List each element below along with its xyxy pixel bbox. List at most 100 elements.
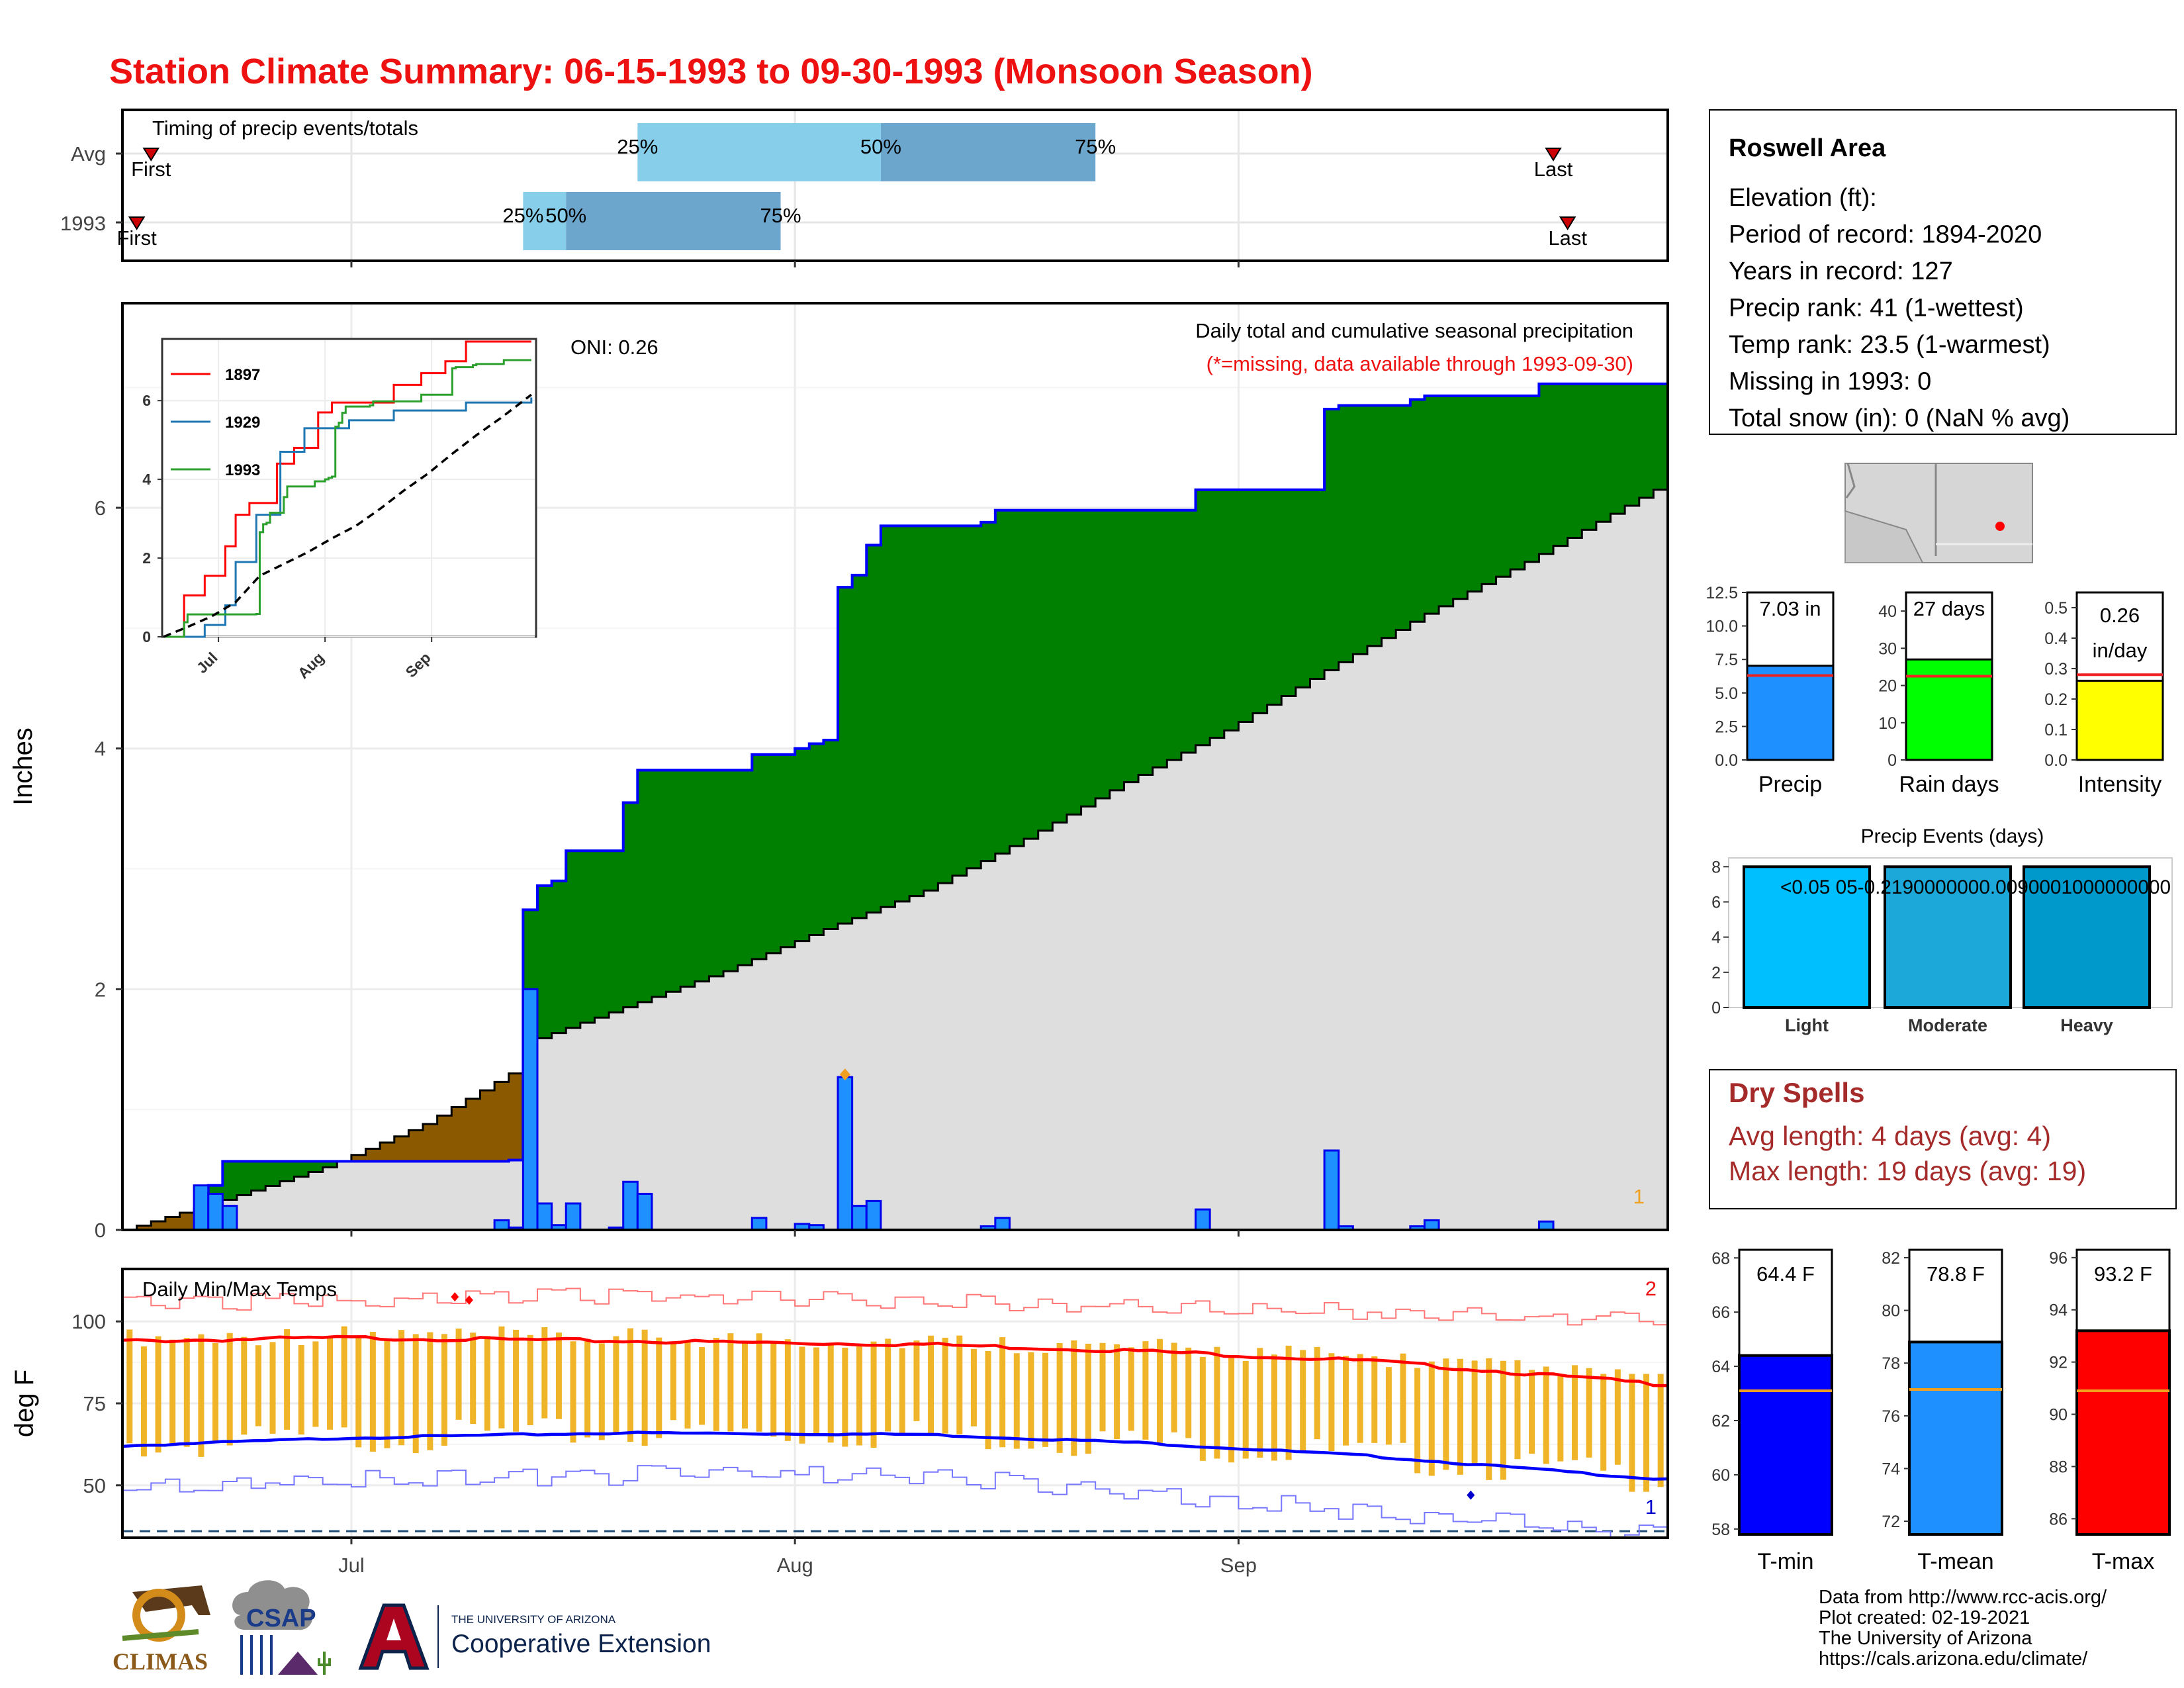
- surplus-area-segment: [1224, 489, 1239, 731]
- surplus-area-segment: [1396, 405, 1411, 630]
- record-low-marker: [1467, 1490, 1475, 1500]
- normal-area-segment: [1310, 679, 1325, 1230]
- inset-legend-label: 1929: [225, 414, 260, 432]
- daily-precip-bar: [522, 988, 539, 1231]
- deficit-area-segment: [508, 1073, 523, 1160]
- normal-area-segment: [981, 861, 996, 1230]
- temp-corner-bottom: 1: [1645, 1495, 1657, 1519]
- temp-summary-value-label: 93.2 F: [2094, 1262, 2152, 1286]
- surplus-area-segment: [1381, 405, 1396, 638]
- timing-q25-q50-bar: [523, 192, 567, 250]
- normal-area-segment: [265, 1186, 281, 1230]
- temp-summary-bar-t-mean: [1908, 1340, 2003, 1536]
- normal-area-segment: [852, 917, 867, 1230]
- daily-precip-bar: [1323, 1149, 1340, 1231]
- temp-summary-category-label: T-mean: [1917, 1549, 1993, 1574]
- summary-bar-intensity: [2075, 679, 2164, 761]
- normal-area-segment: [408, 1161, 424, 1230]
- normal-area-segment: [423, 1161, 438, 1230]
- record-high-marker: [451, 1292, 459, 1302]
- normal-area-segment: [1195, 745, 1210, 1230]
- normal-area-segment: [1367, 645, 1383, 1230]
- temp-summary-y-tick-label: 74: [1882, 1460, 1900, 1478]
- surplus-area-segment: [1367, 405, 1383, 646]
- precip-y-tick-label: 2: [95, 978, 106, 1001]
- surplus-area-segment: [294, 1161, 309, 1177]
- normal-area-segment: [709, 976, 724, 1230]
- dry-spells-frame: [1709, 1069, 2177, 1209]
- inset-frame: [161, 338, 537, 638]
- summary-y-tick-label: 0.0: [2044, 751, 2068, 770]
- surplus-area-segment: [1181, 510, 1197, 753]
- surplus-area-segment: [265, 1161, 281, 1186]
- surplus-area-segment: [1653, 383, 1668, 490]
- precip-y-tick-label: 0: [95, 1219, 106, 1242]
- temp-summary-y-tick-label: 90: [2049, 1406, 2068, 1425]
- surplus-area-segment: [1024, 510, 1039, 839]
- surplus-area-segment: [1253, 489, 1268, 714]
- normal-area-segment: [1553, 545, 1569, 1230]
- normal-area-segment: [637, 1002, 653, 1230]
- normal-area-segment: [680, 986, 696, 1230]
- normal-area-segment: [909, 896, 925, 1230]
- surplus-area-segment: [251, 1161, 266, 1191]
- normal-area-segment: [1510, 569, 1525, 1230]
- deficit-area-segment: [437, 1115, 452, 1162]
- timing-q75-label: 75%: [1075, 135, 1116, 158]
- normal-area-segment: [551, 1033, 567, 1230]
- normal-area-segment: [294, 1176, 309, 1230]
- normal-area-segment: [952, 875, 968, 1230]
- precip-annotation-missing: (*=missing, data available through 1993-…: [1206, 352, 1633, 375]
- surplus-area-segment: [1410, 399, 1426, 622]
- surplus-area-segment: [1539, 383, 1554, 554]
- normal-area-segment: [1338, 662, 1353, 1230]
- dry-spells-avg: Avg length: 4 days (avg: 4): [1729, 1121, 2051, 1151]
- summary-y-tick-label: 10.0: [1706, 618, 1738, 636]
- map-state-border: [1845, 463, 1937, 556]
- normal-area-segment: [1024, 839, 1039, 1230]
- temp-title: Daily Min/Max Temps: [142, 1278, 337, 1301]
- precip-y-label: Inches: [9, 727, 38, 806]
- summary-y-tick-label: 40: [1878, 602, 1897, 621]
- normal-area-segment: [966, 868, 981, 1230]
- timing-q25-q50-bar: [637, 123, 881, 181]
- surplus-area-segment: [923, 526, 938, 891]
- normal-area-segment: [609, 1012, 624, 1230]
- normal-area-segment: [351, 1161, 367, 1230]
- events-y-tick-label: 8: [1711, 858, 1721, 876]
- x-tick-label: Sep: [1220, 1554, 1257, 1577]
- normal-area-segment: [1081, 806, 1096, 1230]
- normal-area-segment: [809, 935, 824, 1230]
- normal-area-segment: [1453, 598, 1468, 1230]
- page-title: Station Climate Summary: 06-15-1993 to 0…: [109, 52, 1313, 91]
- surplus-area-segment: [1195, 489, 1210, 745]
- x-tick-label: Jul: [338, 1554, 365, 1577]
- normal-area-segment: [623, 1007, 638, 1230]
- station-info-line: Years in record: 127: [1729, 258, 1953, 285]
- surplus-area-segment: [1267, 489, 1282, 705]
- normal-area-segment: [1267, 704, 1282, 1230]
- deficit-area-segment: [151, 1221, 166, 1230]
- normal-area-segment: [866, 912, 882, 1230]
- surplus-area-segment: [1582, 383, 1597, 530]
- timing-first-label: First: [116, 226, 157, 250]
- summary-bar-precip: [1746, 665, 1835, 761]
- normal-area-segment: [938, 883, 953, 1230]
- surplus-area-segment: [1625, 383, 1640, 506]
- dry-spells-max: Max length: 19 days (avg: 19): [1729, 1156, 2086, 1186]
- surplus-area-segment: [1553, 383, 1569, 546]
- daily-precip-bar: [536, 1202, 553, 1231]
- timing-first-marker: [128, 216, 146, 230]
- summary-y-tick-label: 0.3: [2044, 660, 2068, 679]
- surplus-area-segment: [609, 851, 624, 1013]
- surplus-area-segment: [1453, 396, 1468, 599]
- precip-frame: [121, 302, 1669, 1231]
- csap-logo-bars: [240, 1635, 273, 1675]
- surplus-area-segment: [909, 526, 925, 896]
- normal-area-segment: [1038, 830, 1053, 1230]
- timing-last-label: Last: [1534, 158, 1573, 181]
- timing-row-avg-label: Avg: [71, 142, 106, 165]
- precip-annotation-title: Daily total and cumulative seasonal prec…: [1195, 319, 1633, 342]
- timing-q50-label: 50%: [545, 204, 586, 227]
